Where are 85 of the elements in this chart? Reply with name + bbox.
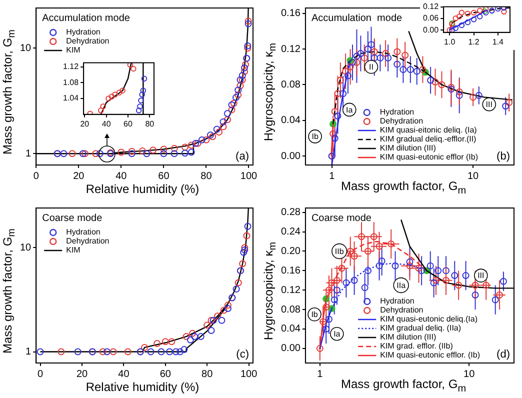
annotation: Ia <box>346 105 354 114</box>
y-tick-label: 1.04 <box>62 94 80 103</box>
annotation: Ib <box>311 310 318 320</box>
annotation: (b) <box>496 150 510 163</box>
y-tick-label: 0.06 <box>422 14 440 23</box>
x-tick-label: 40 <box>116 170 128 182</box>
legend-label: KIM quasi-eutonic efflor. (Ib) <box>380 350 480 360</box>
annotation: II <box>369 62 374 72</box>
legend-label: Hydration <box>380 108 414 117</box>
legend-label: Dehydration <box>380 116 424 126</box>
legend-label: KIM quasi-eitonic deliq. (Ia) <box>380 126 478 135</box>
y-tick-label: 0.24 <box>280 226 301 238</box>
y-tick-label: 0.12 <box>280 284 301 296</box>
x-axis-title: Relative humidity (%) <box>86 182 200 196</box>
x-tick-label: 1.4 <box>492 37 504 46</box>
legend-label: Hydration <box>66 28 100 37</box>
x-tick-label: 80 <box>145 119 155 128</box>
legend-label: KIM <box>66 246 81 255</box>
x-axis-title: Relative humidity (%) <box>86 380 200 394</box>
text: Coarse mode <box>311 212 372 224</box>
annotation: (d) <box>496 348 510 361</box>
x-tick-label: 10 <box>464 368 476 380</box>
x-tick-label: 0 <box>38 368 44 380</box>
legend-label: KIM quasi-eutonic efflor (Ib) <box>380 152 478 162</box>
x-tick-label: 1.0 <box>444 37 456 46</box>
x-axis-title: Mass growth factor, G$_{m}$ <box>340 178 466 196</box>
x-tick-label: 1 <box>317 368 324 380</box>
legend-label: KIM gradual deliq. (IIa) <box>380 324 462 333</box>
legend-label: Dehydration <box>66 236 110 246</box>
annotation: IIa <box>396 280 406 290</box>
x-tick-label: 1.2 <box>468 37 480 46</box>
annotation: III <box>486 100 492 110</box>
legend-label: KIM <box>66 46 81 55</box>
y-tick-label: 10 <box>20 242 32 254</box>
x-tick-label: 20 <box>76 368 88 380</box>
y-tick-label: 0.16 <box>280 8 301 20</box>
x-tick-label: 20 <box>73 170 85 182</box>
y-tick-label: 0.08 <box>280 79 301 90</box>
legend-label: KIM dilution (III) <box>380 332 436 342</box>
x-tick-label: 60 <box>160 368 172 380</box>
x-tick-label: 100 <box>240 170 258 182</box>
x-tick-label: 80 <box>200 170 212 182</box>
x-tick-label: 40 <box>118 368 130 380</box>
x-tick-label: 60 <box>124 119 133 128</box>
y-tick-label: 0.00 <box>280 343 301 354</box>
text: Accumulation mode <box>311 12 402 24</box>
x-axis-title: Mass growth factor, G$_{m}$ <box>340 376 466 394</box>
y-tick-label: 0.20 <box>280 246 301 257</box>
x-tick-label: 20 <box>80 119 90 128</box>
legend-label: KIM quasi-eutonic deliq.(Ia) <box>380 314 478 324</box>
x-tick-label: 80 <box>202 368 214 380</box>
y-tick-label: 0.16 <box>280 265 301 276</box>
y-tick-label: 0.00 <box>422 25 440 34</box>
legend-label: KIM gradual deliq.-efflor.(II) <box>380 134 477 144</box>
legend-label: Dehydration <box>380 306 424 315</box>
x-tick-label: 10 <box>467 170 480 182</box>
y-tick-label: 0.04 <box>280 115 301 126</box>
x-tick-label: 60 <box>158 170 170 182</box>
legend-label: KIM dilution (III) <box>380 144 436 153</box>
annotation: (a) <box>236 150 249 163</box>
x-tick-label: 100 <box>240 368 258 380</box>
x-tick-label: 40 <box>102 119 112 128</box>
y-tick-label: 0.28 <box>280 207 301 218</box>
annotation: (c) <box>236 348 249 361</box>
y-tick-label: 0.12 <box>422 2 440 12</box>
text: Accumulation mode <box>42 12 130 24</box>
y-tick-label: 1.08 <box>62 78 80 87</box>
annotation: Ib <box>312 132 319 142</box>
y-tick-label: 1.12 <box>62 62 80 71</box>
x-tick-label: 1 <box>329 170 336 182</box>
y-tick-label: 0.00 <box>280 150 301 162</box>
y-tick-label: 0.08 <box>280 304 301 316</box>
y-tick-label: 1 <box>26 148 32 160</box>
text: Coarse mode <box>42 212 103 224</box>
legend-label: Dehydration <box>66 36 110 46</box>
y-tick-label: 0.04 <box>280 324 301 335</box>
legend-label: Hydration <box>66 228 100 237</box>
y-tick-label: 0.12 <box>280 44 301 55</box>
annotation: IIb <box>334 246 344 256</box>
legend-label: KIM grad. efflor. (IIb) <box>380 342 454 351</box>
y-tick-label: 1 <box>26 346 32 358</box>
legend-label: Hydration <box>380 296 414 306</box>
x-tick-label: 0 <box>33 170 40 182</box>
annotation: III <box>478 271 484 280</box>
annotation: Ia <box>334 330 341 339</box>
